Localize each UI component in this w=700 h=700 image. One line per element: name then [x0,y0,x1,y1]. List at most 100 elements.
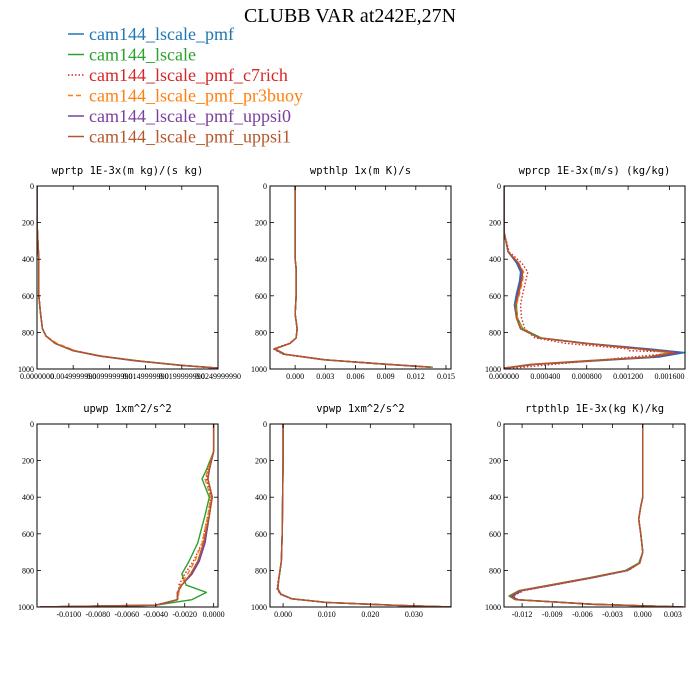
x-tick-label: -0.0020 [172,610,197,619]
panel-title: wprcp 1E-3x(m/s) (kg/kg) [519,165,671,177]
series-line [39,424,215,607]
x-tick-label: 0.000 [634,610,652,619]
y-tick-label: 1000 [18,603,34,612]
plot-frame [503,185,686,370]
series-group [39,424,215,607]
y-tick-label: 1000 [485,603,501,612]
y-tick-label: 200 [22,219,34,228]
chart-panel: vpwp 1xm^2/s^2 0 200 400 600 800 1000 0.000 0.01… [251,403,452,619]
x-tick-label: 0.0249999990 [195,372,241,381]
x-tick-label: -0.0100 [57,610,82,619]
series-line [504,186,681,369]
y-tick-label: 800 [489,566,501,575]
y-tick-label: 400 [489,493,501,502]
series-line [274,186,431,368]
legend-label: cam144_lscale_pmf_uppsi0 [89,106,291,126]
chart-panel: rtpthlp 1E-3x(kg K)/kg 0 200 400 600 800 1000 -… [485,403,686,619]
series-line [39,424,215,607]
panel-title: wprtp 1E-3x(m kg)/(s kg) [52,165,204,177]
x-tick-label: -0.0080 [85,610,110,619]
x-tick-label: 0.003 [316,372,334,381]
chart-panel: wpthlp 1x(m K)/s 0 200 400 600 800 1000 0.000 0.… [251,165,455,381]
x-tick-label: 0.001200 [613,372,643,381]
y-tick-label: 400 [22,255,34,264]
y-tick-label: 0 [263,182,267,191]
y-tick-label: 600 [255,292,267,301]
y-tick-label: 400 [489,255,501,264]
x-tick-label: 0.0049999990 [50,372,96,381]
chart-panel: wprcp 1E-3x(m/s) (kg/kg) 0 200 400 600 800 100… [485,165,686,381]
y-tick-label: 1000 [251,603,267,612]
y-tick-label: 600 [22,530,34,539]
figure-title: CLUBB VAR at242E,27N [244,5,456,27]
x-tick-label: -0.0060 [114,610,139,619]
x-tick-label: 0.001600 [654,372,684,381]
legend-label: cam144_lscale [89,45,196,65]
series-group [508,424,684,607]
y-tick-label: 200 [255,219,267,228]
legend-label: cam144_lscale_pmf_pr3buoy [89,86,303,106]
x-tick-label: 0.0199999990 [159,372,205,381]
series-group [37,186,218,369]
x-tick-label: 0.015 [437,372,455,381]
legend-item: cam144_lscale [68,45,196,65]
y-tick-label: 0 [497,420,501,429]
series-line [39,424,215,607]
x-tick-label: 0.000800 [572,372,602,381]
y-tick-label: 0 [30,182,34,191]
chart-panel: wprtp 1E-3x(m kg)/(s kg) 0 200 400 600 800 100… [18,165,241,381]
x-tick-label: 0.0099999990 [86,372,132,381]
y-tick-label: 0 [30,420,34,429]
y-tick-label: 800 [22,566,34,575]
series-group [276,424,451,607]
y-tick-label: 0 [263,420,267,429]
plot-frame [269,423,452,608]
x-tick-label: 0.030 [405,610,423,619]
legend-item: cam144_lscale_pmf_pr3buoy [68,86,303,106]
x-tick-label: 0.0149999990 [123,372,169,381]
x-tick-label: 0.012 [407,372,425,381]
y-tick-label: 200 [22,457,34,466]
series-line [504,186,676,369]
x-tick-label: 0.003 [664,610,682,619]
x-tick-label: -0.003 [602,610,623,619]
legend-item: cam144_lscale_pmf_uppsi0 [68,106,291,126]
legend-label: cam144_lscale_pmf_c7rich [89,65,288,85]
plot-frame [503,423,686,608]
y-tick-label: 200 [255,457,267,466]
x-tick-label: 0.000 [274,610,292,619]
plot-frame [269,185,452,370]
plot-frame [36,423,219,608]
x-tick-label: 0.000400 [530,372,560,381]
y-tick-label: 800 [255,328,267,337]
y-tick-label: 600 [489,292,501,301]
series-group [504,186,685,369]
y-tick-label: 400 [255,493,267,502]
y-tick-label: 1000 [18,365,34,374]
y-tick-label: 800 [255,566,267,575]
legend-label: cam144_lscale_pmf_uppsi1 [89,127,291,147]
x-tick-label: 0.006 [346,372,364,381]
plot-frame [36,185,219,370]
y-tick-label: 600 [22,292,34,301]
panels: wprtp 1E-3x(m kg)/(s kg) 0 200 400 600 800 100… [18,165,686,619]
x-tick-label: 0.010 [318,610,336,619]
series-line [277,424,451,607]
panel-title: upwp 1xm^2/s^2 [83,403,172,415]
x-tick-label: 0.020 [361,610,379,619]
y-tick-label: 1000 [485,365,501,374]
y-tick-label: 600 [255,530,267,539]
series-line [37,186,217,369]
x-tick-label: 0.0000000 [20,372,54,381]
legend: cam144_lscale_pmfcam144_lscalecam144_lsc… [68,24,303,147]
y-tick-label: 400 [22,493,34,502]
y-tick-label: 800 [22,328,34,337]
legend-item: cam144_lscale_pmf_c7rich [68,65,288,85]
series-line [509,424,684,607]
x-tick-label: -0.0040 [143,610,168,619]
series-group [272,186,433,368]
legend-item: cam144_lscale_pmf_uppsi1 [68,127,291,147]
